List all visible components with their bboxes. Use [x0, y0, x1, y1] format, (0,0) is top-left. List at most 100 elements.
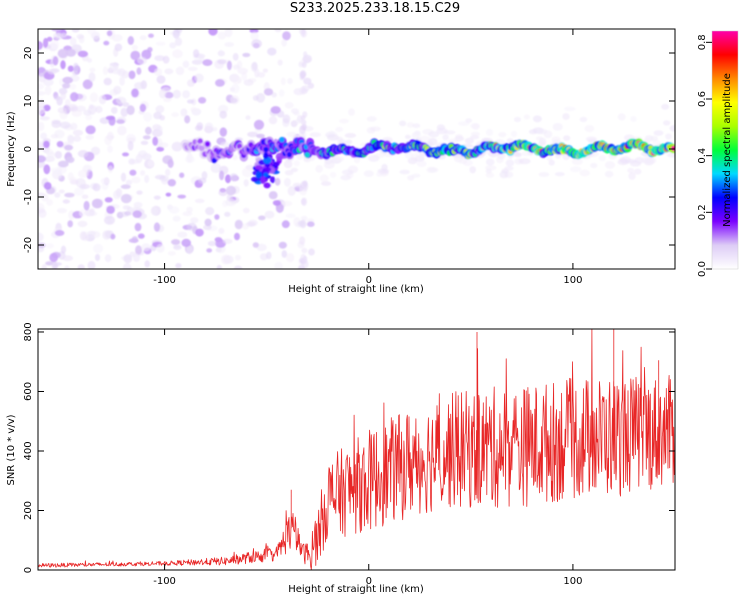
spectrogram-cell [171, 112, 179, 118]
spectrogram-cell [226, 194, 233, 202]
spectrogram-cell [303, 77, 312, 85]
spectrogram-cell [75, 105, 86, 112]
spectrogram-cell [214, 214, 220, 220]
snr-ytick-label: 200 [23, 501, 34, 520]
spectrogram-cell [114, 43, 123, 52]
spectrogram-cell [206, 248, 213, 253]
spectrogram-cell [177, 194, 186, 199]
spectrogram-cell [75, 178, 86, 188]
spectrogram-cell [251, 62, 258, 72]
spectrogram-cell [59, 121, 71, 129]
spectrogram-cell [485, 128, 494, 136]
spectrogram-cell [204, 141, 211, 147]
spectrogram-cell [172, 29, 180, 39]
spectrogram-cell [229, 173, 238, 182]
spectrogram-cell [299, 86, 307, 95]
colorbar-label: Normalized spectral amplitude [722, 73, 733, 227]
spectrogram-cell [264, 167, 272, 172]
spectrogram-ytick-label: 0 [23, 146, 34, 152]
spectrogram-cell [339, 118, 349, 124]
spectrogram-cell [120, 172, 127, 182]
spectrogram-cell [290, 167, 298, 173]
spectrogram-cell [411, 173, 421, 178]
snr-ytick-label: 400 [23, 441, 34, 460]
spectrogram-cell [38, 105, 46, 115]
spectrogram-cell [56, 141, 64, 148]
spectrogram-cell [190, 217, 199, 224]
spectrogram-cell [89, 231, 101, 239]
spectrogram-cell [186, 245, 193, 255]
spectrogram-cell [348, 108, 355, 116]
spectrogram-cell [538, 172, 550, 177]
spectrogram-cell [64, 192, 75, 198]
snr-xtick-label: 100 [563, 576, 582, 587]
spectrogram-cell [102, 66, 108, 75]
spectrogram-cell [243, 179, 249, 187]
spectrogram-cell [308, 248, 315, 256]
spectrogram-cell [399, 120, 407, 127]
spectrogram-cell [252, 242, 259, 248]
spectrogram-cell [278, 89, 285, 97]
spectrogram-cell [77, 50, 89, 58]
spectrogram-cell [521, 151, 530, 157]
spectrogram-cell [90, 146, 101, 156]
spectrogram-cell [532, 115, 542, 123]
spectrogram-cell [216, 264, 222, 269]
spectrogram-cell [122, 205, 131, 210]
spectrogram-cell [38, 41, 43, 50]
spectrogram-cell [172, 89, 181, 99]
spectrogram-cell [627, 167, 635, 174]
spectrogram-cell [298, 264, 305, 269]
spectrogram-cell [335, 136, 344, 142]
spectrogram-cell [150, 206, 158, 216]
spectrogram-cell [81, 194, 89, 199]
spectrogram-cell [167, 251, 176, 256]
spectrogram-cell [53, 95, 61, 101]
spectrogram-cell [231, 76, 242, 85]
spectrogram-cell [319, 174, 329, 183]
spectrogram-ytick-label: 10 [23, 95, 34, 108]
spectrogram-cell [299, 236, 306, 245]
spectrogram-cell [113, 190, 121, 200]
spectrogram-cell [363, 170, 374, 178]
spectrogram-cell [50, 134, 59, 139]
spectrogram-cell [315, 165, 324, 173]
spectrogram-cell [485, 158, 495, 166]
spectrogram-cell [94, 253, 101, 262]
spectrogram-cell [270, 176, 276, 184]
spectrogram-cell [111, 106, 118, 114]
spectrogram-cell [504, 166, 514, 171]
spectrogram-cell [177, 231, 188, 238]
spectrogram-cell [56, 207, 67, 214]
spectrogram-cell [256, 243, 267, 252]
spectrogram-cell [78, 209, 86, 217]
spectrogram-cell [217, 104, 229, 114]
spectrogram-cell [293, 111, 300, 116]
spectrogram-cell [64, 265, 70, 269]
spectrogram-cell [117, 125, 127, 136]
spectrogram-cell [130, 50, 141, 61]
spectrogram-cell [232, 154, 238, 161]
spectrogram-cell [404, 134, 411, 140]
spectrogram-cell [287, 78, 293, 85]
spectrogram-cell [255, 171, 262, 179]
spectrogram-cell [233, 265, 243, 269]
spectrogram-cell [650, 135, 658, 142]
spectrogram-cell [120, 184, 131, 189]
spectrogram-cell [144, 260, 150, 268]
spectrogram-cell [251, 176, 259, 182]
spectrogram-cell [277, 59, 283, 66]
spectrogram-cell [274, 177, 281, 186]
spectrogram-cell [66, 49, 76, 57]
spectrogram-cell [159, 115, 165, 121]
spectrogram-cell [296, 153, 303, 160]
spectrogram-cell [368, 155, 380, 162]
spectrogram-cell [140, 170, 146, 176]
spectrogram-ytick-label: 20 [23, 47, 34, 60]
spectrogram-cell [107, 219, 113, 224]
spectrogram-cell [234, 254, 242, 261]
spectrogram-cell [156, 75, 166, 84]
spectrogram-cell [283, 160, 293, 169]
spectrogram-cell [153, 222, 161, 232]
spectrogram-cell [38, 209, 47, 218]
